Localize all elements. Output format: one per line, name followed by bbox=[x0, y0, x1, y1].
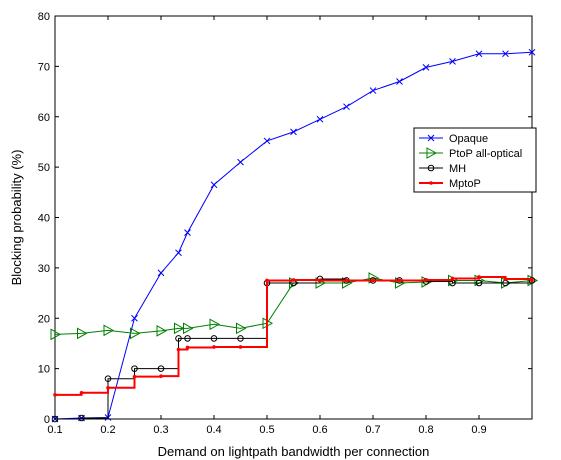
data-point-mh bbox=[131, 365, 138, 372]
data-point-mptop bbox=[318, 278, 322, 283]
x-tick-label: 0.2 bbox=[100, 424, 115, 436]
data-point-mptop bbox=[477, 275, 481, 279]
data-point-mptop bbox=[106, 385, 110, 390]
series-mptop bbox=[53, 275, 534, 397]
data-point-opaque bbox=[422, 64, 430, 71]
legend-marker-opaque bbox=[427, 134, 435, 142]
series-layer bbox=[50, 48, 539, 423]
y-tick-label: 20 bbox=[38, 313, 50, 325]
series-line-mh bbox=[55, 278, 533, 420]
data-point-mptop bbox=[176, 347, 181, 352]
legend-marker-mh bbox=[427, 164, 435, 172]
data-point-opaque bbox=[343, 103, 350, 111]
data-point-mptop bbox=[530, 278, 534, 283]
data-point-opaque bbox=[449, 57, 456, 65]
data-point-mptop bbox=[159, 374, 163, 378]
series-line-opaque bbox=[54, 51, 533, 420]
data-point-ptop-all-optical bbox=[50, 328, 62, 341]
data-point-mptop bbox=[450, 276, 455, 281]
data-point-opaque bbox=[175, 249, 182, 257]
y-tick-label: 0 bbox=[44, 414, 50, 426]
data-point-opaque bbox=[237, 158, 244, 166]
legend-marker-mptop bbox=[429, 181, 433, 185]
x-axis-ticks: 0.1 0.2 0.3 0.4 0.5 0.6 0.7 0.8 0.9 bbox=[47, 16, 487, 436]
data-point-mptop bbox=[291, 278, 296, 282]
data-point-opaque bbox=[210, 181, 218, 189]
data-point-mptop bbox=[503, 277, 508, 281]
data-point-mptop bbox=[132, 374, 137, 379]
x-tick-label: 0.7 bbox=[365, 424, 380, 436]
data-point-opaque bbox=[475, 50, 483, 58]
legend-marker-ptop-all-optical bbox=[426, 147, 438, 159]
data-point-opaque bbox=[502, 50, 509, 58]
data-point-mh bbox=[210, 335, 218, 342]
y-tick-label: 60 bbox=[38, 112, 50, 124]
data-point-mptop bbox=[212, 345, 216, 349]
data-point-opaque bbox=[131, 314, 138, 322]
data-point-mptop bbox=[424, 278, 428, 282]
data-point-mh bbox=[475, 279, 483, 287]
plot-area bbox=[54, 15, 533, 420]
data-point-mh bbox=[237, 335, 244, 342]
data-point-mh bbox=[157, 365, 165, 372]
data-point-opaque bbox=[184, 229, 191, 236]
data-point-mh bbox=[175, 335, 182, 342]
data-point-ptop-all-optical bbox=[77, 327, 88, 340]
data-point-mh bbox=[104, 375, 112, 383]
data-point-mh bbox=[528, 277, 536, 284]
data-point-mptop bbox=[371, 278, 375, 283]
data-point-mh bbox=[78, 414, 85, 422]
data-point-mptop bbox=[265, 278, 269, 283]
x-tick-label: 0.9 bbox=[471, 424, 486, 436]
y-axis-label: Blocking probability (%) bbox=[9, 150, 24, 286]
data-point-opaque bbox=[528, 48, 536, 56]
x-tick-label: 0.6 bbox=[312, 424, 327, 436]
data-point-ptop-all-optical bbox=[209, 318, 221, 331]
data-point-ptop-all-optical bbox=[173, 322, 185, 335]
data-point-opaque bbox=[396, 78, 403, 85]
x-tick-label: 0.8 bbox=[418, 424, 433, 436]
data-point-ptop-all-optical bbox=[236, 322, 247, 335]
data-point-ptop-all-optical bbox=[103, 324, 115, 337]
x-tick-label: 0.4 bbox=[206, 424, 221, 436]
data-point-ptop-all-optical bbox=[156, 324, 168, 337]
legend-label-opaque: Opaque bbox=[449, 133, 488, 145]
data-point-opaque bbox=[290, 128, 297, 136]
data-point-mptop bbox=[344, 278, 349, 283]
x-tick-label: 0.1 bbox=[47, 424, 62, 436]
y-axis-ticks: 0 10 20 30 40 50 60 70 80 bbox=[38, 11, 532, 426]
data-point-ptop-all-optical bbox=[130, 327, 141, 340]
data-point-opaque bbox=[157, 269, 165, 277]
x-axis-label: Demand on lightpath bandwidth per connec… bbox=[158, 444, 430, 459]
series-opaque bbox=[51, 48, 536, 423]
data-point-mptop bbox=[185, 345, 190, 350]
y-tick-label: 40 bbox=[38, 213, 50, 225]
legend: Opaque PtoP all-optical MH MptoP bbox=[413, 127, 537, 193]
data-point-mptop bbox=[238, 345, 243, 349]
legend-box bbox=[413, 127, 537, 193]
data-point-mh bbox=[184, 335, 191, 342]
x-tick-label: 0.3 bbox=[153, 424, 168, 436]
data-point-ptop-all-optical bbox=[183, 322, 194, 335]
x-tick-label: 0.5 bbox=[259, 424, 274, 436]
data-point-mptop bbox=[397, 278, 402, 283]
plot-frame bbox=[54, 15, 533, 420]
data-point-opaque bbox=[316, 115, 324, 123]
y-tick-label: 80 bbox=[38, 11, 50, 23]
y-tick-label: 30 bbox=[38, 263, 50, 275]
y-tick-label: 50 bbox=[38, 162, 50, 174]
legend-label-mh: MH bbox=[449, 163, 466, 175]
data-point-opaque bbox=[263, 137, 271, 145]
data-point-mptop bbox=[79, 391, 84, 395]
y-tick-label: 10 bbox=[38, 364, 50, 376]
series-mh bbox=[51, 275, 536, 423]
data-point-mptop bbox=[53, 393, 57, 397]
legend-label-ptop-all-optical: PtoP all-optical bbox=[449, 148, 522, 160]
y-tick-label: 70 bbox=[38, 61, 50, 73]
data-point-opaque bbox=[369, 87, 377, 94]
legend-label-mptop: MptoP bbox=[449, 178, 481, 190]
